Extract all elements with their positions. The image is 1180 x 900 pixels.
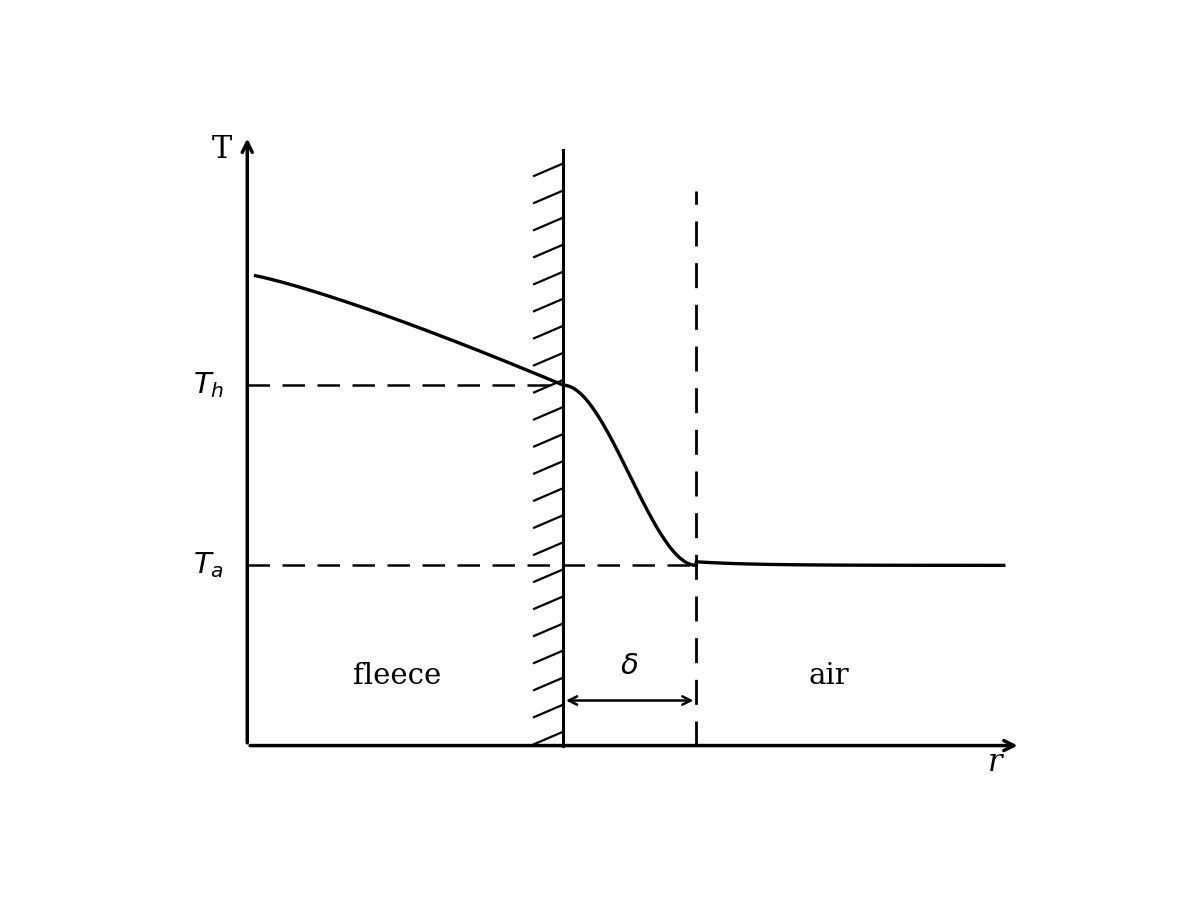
Text: fleece: fleece xyxy=(353,662,441,690)
Text: $T_h$: $T_h$ xyxy=(194,370,224,400)
Text: r: r xyxy=(988,747,1003,778)
Text: $T_a$: $T_a$ xyxy=(194,551,224,580)
Text: $\delta$: $\delta$ xyxy=(621,652,638,680)
Text: air: air xyxy=(809,662,850,690)
Text: T: T xyxy=(212,134,232,165)
